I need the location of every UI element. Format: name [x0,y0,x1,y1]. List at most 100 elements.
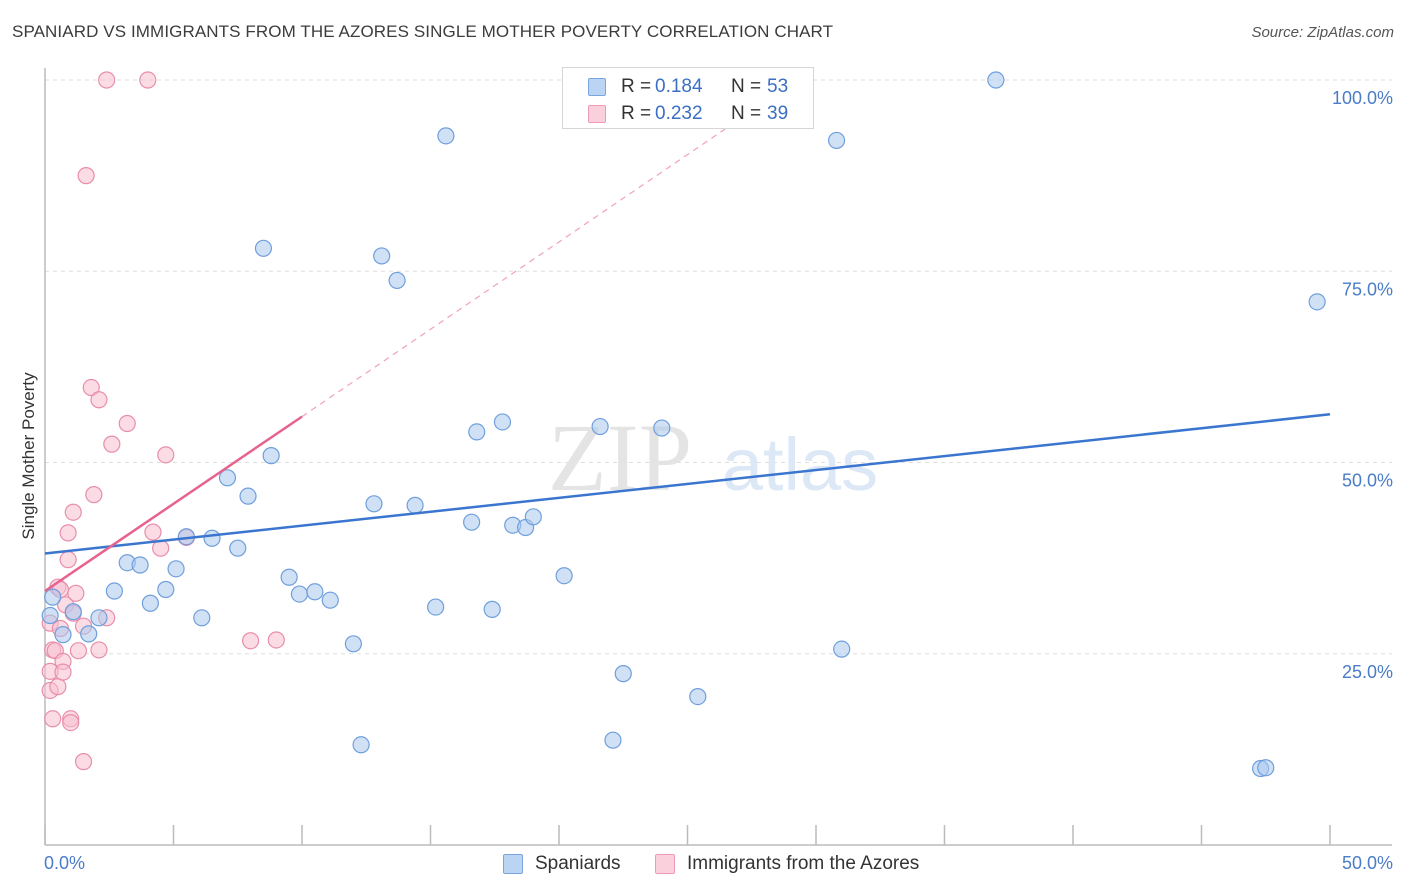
y-tick-label: 50.0% [1342,471,1393,491]
spaniard-point [321,591,339,609]
azores-point [157,446,175,464]
azores-point [98,71,116,89]
azores-point [139,71,157,89]
spaniard-point [373,247,391,265]
x-tick-label: 0.0% [44,853,85,873]
azores-point [49,678,67,696]
spaniard-points [41,71,1326,778]
azores-point [242,632,260,650]
trend-lines [44,101,1331,593]
spaniard-point [157,580,175,599]
azores-point [85,486,103,504]
spaniard-point [427,598,445,616]
legend-swatch-blue [588,78,606,96]
spaniard-point [290,585,309,603]
source-label: Source: ZipAtlas.com [1251,24,1394,41]
azores-points [41,71,285,771]
spaniard-point [1257,759,1275,777]
spaniard-point [388,271,406,290]
spaniard-point [406,496,424,514]
y-tick-label: 75.0% [1342,279,1393,299]
legend-row-azores: R = 0.232 N = 39 [588,102,788,126]
y-tick-label: 100.0% [1332,88,1393,108]
azores-point [44,710,62,728]
watermark-zip: ZIP [548,404,692,511]
azores-point [118,414,136,433]
spaniard-point [54,626,72,644]
series-legend-spaniards: Spaniards [503,853,621,875]
spaniard-point [44,588,62,606]
spaniard-point [689,687,707,706]
spaniard-point [229,539,247,557]
spaniard-point [280,568,298,586]
spaniard-point [239,487,257,505]
spaniard-point [1308,293,1326,311]
series-swatch-pink [655,854,675,874]
spaniard-point [365,495,383,513]
series-swatch-blue [503,854,523,874]
spaniard-point [105,582,123,600]
spaniard-point [193,609,211,627]
spaniard-point [614,665,632,683]
series-legend-label: Spaniards [535,853,621,874]
azores-point [82,378,100,397]
spaniard-point [352,736,370,754]
series-legend: Spaniards Immigrants from the Azores [0,853,1406,877]
legend-r-label: R = [621,103,652,124]
spaniard-trend-line [44,413,1331,555]
azores-point [69,642,88,660]
spaniard-point [131,556,149,574]
legend-r-label: R = [621,76,652,97]
spaniard-point [604,731,622,749]
y-tick-label: 25.0% [1342,662,1393,682]
spaniard-point [524,508,542,526]
spaniard-point [254,239,273,257]
azores-point [144,523,162,541]
spaniard-point [64,603,82,621]
x-tick-label: 50.0% [1342,853,1393,873]
azores-point [77,167,95,185]
series-legend-label: Immigrants from the Azores [687,853,920,874]
spaniard-point [463,513,481,531]
azores-point [67,584,85,602]
spaniard-point [653,419,671,437]
spaniard-point [344,635,362,653]
stats-legend: R = 0.184 N = 53 R = 0.232 N = 39 [562,67,814,129]
spaniard-point [987,71,1005,89]
spaniard-point [218,469,237,487]
legend-n-label: N = [731,76,762,97]
spaniard-point [833,640,851,658]
azores-point [90,391,108,409]
y-axis-title: Single Mother Poverty [19,372,38,540]
spaniard-point [90,609,108,627]
azores-point [62,713,80,732]
legend-r-value: 0.232 [655,103,703,124]
gridlines [45,79,1392,655]
spaniard-point [483,600,501,618]
spaniard-point [306,583,324,601]
spaniard-point [167,560,185,578]
spaniard-point [437,127,455,145]
legend-row-spaniards: R = 0.184 N = 53 [588,75,788,99]
spaniard-point [468,423,486,441]
legend-swatch-pink [588,105,606,123]
azores-point [64,503,82,521]
spaniard-point [493,413,512,431]
azores-trend-extension [301,101,765,418]
legend-r-value: 0.184 [655,76,703,97]
spaniard-point [41,606,59,625]
spaniard-point [141,594,159,612]
tick-labels: 25.0% 50.0% 75.0% 100.0% 0.0% 50.0% [44,88,1393,873]
spaniard-point [262,447,280,465]
azores-point [54,663,72,681]
azores-point [59,524,77,542]
spaniard-point [591,417,609,436]
azores-point [103,435,121,453]
watermark: ZIP atlas [548,404,878,511]
legend-n-value: 39 [767,103,789,124]
azores-point [90,641,108,659]
watermark-atlas: atlas [722,423,878,506]
spaniard-point [80,625,98,643]
azores-point [267,631,285,649]
